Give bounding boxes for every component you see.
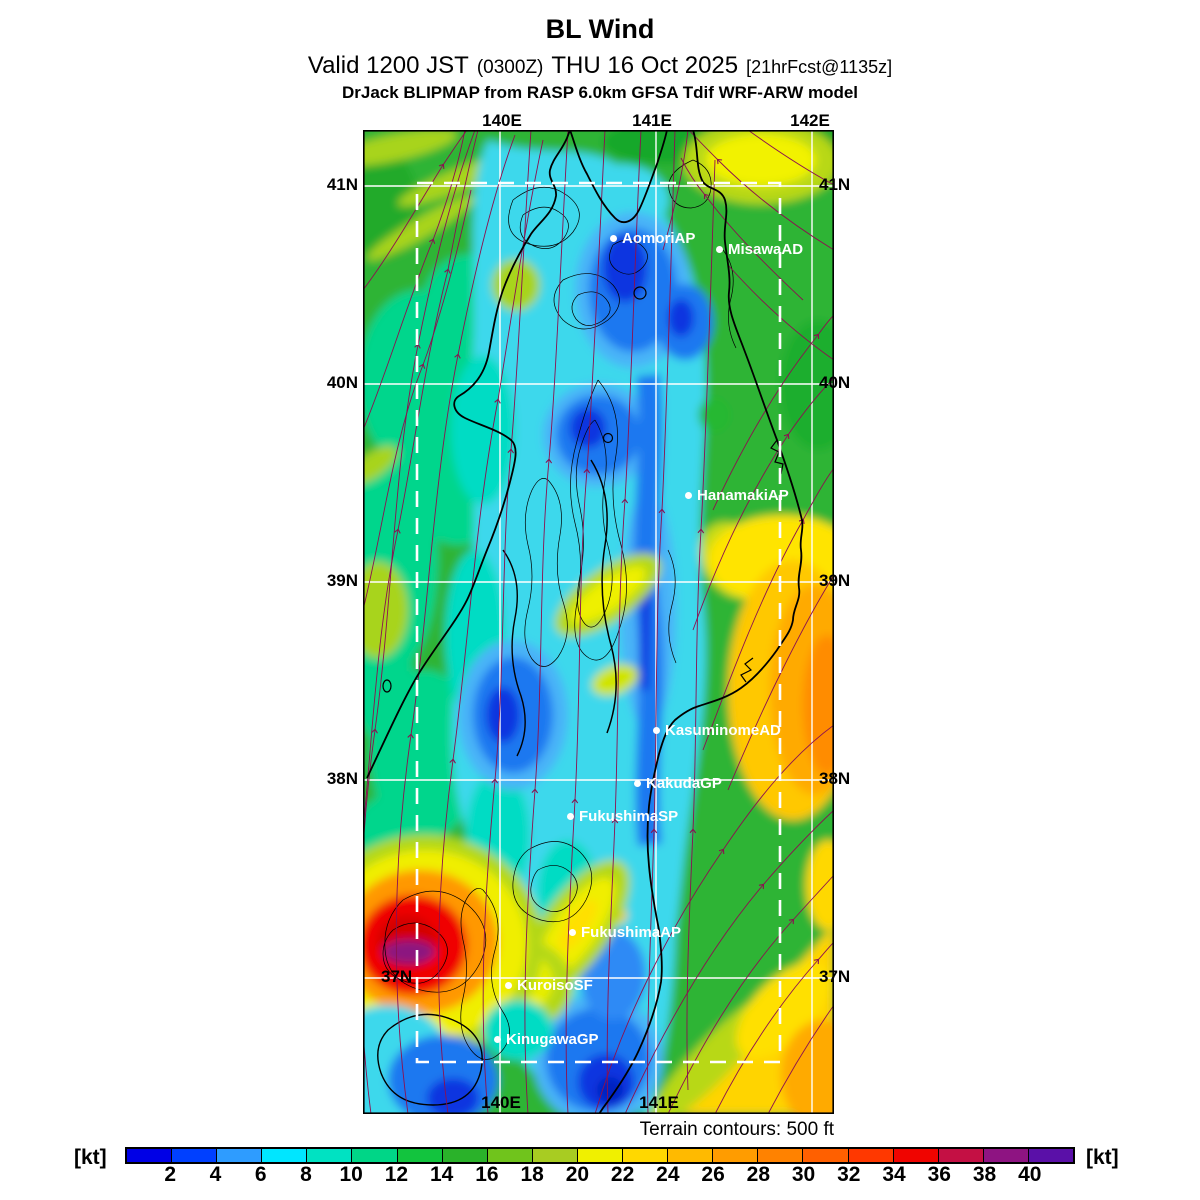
colorbar-tick-label: 22	[610, 1163, 635, 1186]
colorbar-tick-label: 26	[701, 1163, 725, 1186]
wind-map-plot	[363, 130, 834, 1114]
colorbar-tick-label: 4	[209, 1163, 222, 1186]
colorbar-unit-left: [kt]	[74, 1146, 107, 1169]
wind-streamlines	[363, 130, 834, 1114]
colorbar-tick-label: 8	[300, 1163, 312, 1186]
lon-label-top-142e: 142E	[790, 111, 830, 130]
colorbar-segments	[125, 1147, 1075, 1164]
colorbar-segment	[668, 1149, 714, 1162]
colorbar-segment	[848, 1149, 894, 1162]
colorbar-segment	[397, 1149, 443, 1162]
colorbar-segment	[758, 1149, 804, 1162]
station-dot	[567, 813, 574, 820]
colorbar-segment	[262, 1149, 308, 1162]
colorbar-segment	[713, 1149, 759, 1162]
lon-label-top-140e: 140E	[482, 111, 522, 130]
colorbar-tick-label: 6	[254, 1163, 267, 1186]
colorbar-tick-label: 14	[429, 1163, 454, 1186]
colorbar-tick-label: 20	[565, 1163, 590, 1186]
station-label-hanamakiap: HanamakiAP	[685, 487, 789, 504]
valid-zulu: (0300Z)	[476, 57, 544, 78]
colorbar-tick-label: 16	[475, 1163, 499, 1186]
colorbar-tick-label: 2	[164, 1163, 177, 1186]
station-label-kuroisosf: KuroisoSF	[505, 977, 593, 994]
colorbar-segment	[803, 1149, 849, 1162]
colorbar-tick-label: 24	[656, 1163, 680, 1186]
colorbar-segment	[487, 1149, 533, 1162]
lat-label-left-39n: 39N	[326, 571, 358, 590]
colorbar-segment	[893, 1149, 939, 1162]
valid-prefix: Valid 1200 JST	[307, 52, 469, 79]
station-dot	[569, 929, 576, 936]
colorbar-segment	[442, 1149, 488, 1162]
valid-date: THU 16 Oct 2025	[551, 52, 739, 79]
colorbar-segment	[623, 1149, 669, 1162]
lat-label-left-37n: 37N	[381, 967, 413, 986]
lat-label-right-39n: 39N	[819, 571, 851, 590]
valid-fcst: [21hrFcst@1135z]	[746, 57, 893, 77]
lat-label-right-40n: 40N	[819, 373, 851, 392]
station-label-kasuminomead: KasuminomeAD	[653, 722, 781, 739]
colorbar-segment	[577, 1149, 624, 1162]
station-dot	[494, 1036, 501, 1043]
colorbar-segment	[938, 1149, 984, 1162]
colorbar-tick-label: 10	[339, 1163, 363, 1186]
lat-label-left-40n: 40N	[326, 373, 358, 392]
colorbar-tick-label: 12	[384, 1163, 409, 1186]
station-dot	[634, 780, 641, 787]
colorbar-segment	[217, 1149, 263, 1162]
station-label-kakudagp: KakudaGP	[634, 775, 722, 792]
colorbar-tick-label: 36	[927, 1163, 951, 1186]
colorbar-tick-label: 32	[837, 1163, 861, 1186]
station-label-aomoriap: AomoriAP	[610, 230, 695, 247]
colorbar-segment	[127, 1149, 173, 1162]
wind-speed-field	[363, 130, 834, 1114]
colorbar-unit-right: [kt]	[1086, 1146, 1119, 1169]
colorbar-tick-label: 28	[746, 1163, 771, 1186]
page-title: BL Wind	[545, 14, 655, 44]
lat-label-right-41n: 41N	[819, 175, 851, 194]
colorbar-tick-label: 18	[520, 1163, 544, 1186]
lon-label-top-141e: 141E	[632, 111, 672, 130]
colorbar-tick-label: 40	[1018, 1163, 1042, 1186]
station-label-fukushimaap: FukushimaAP	[569, 924, 681, 941]
lat-label-right-38n: 38N	[819, 769, 851, 788]
station-label-misawaad: MisawaAD	[716, 241, 803, 258]
terrain-contours-note: Terrain contours: 500 ft	[639, 1119, 834, 1140]
station-dot	[505, 982, 512, 989]
map-frame	[363, 130, 834, 1114]
station-dot	[716, 246, 723, 253]
colorbar-tick-label: 30	[791, 1163, 816, 1186]
coastline	[366, 130, 804, 1114]
model-line: DrJack BLIPMAP from RASP 6.0km GFSA Tdif…	[341, 83, 859, 102]
station-dot	[610, 235, 617, 242]
station-label-kinugawagp: KinugawaGP	[494, 1031, 599, 1048]
colorbar-tick-label: 34	[882, 1163, 906, 1186]
colorbar-segment	[172, 1149, 218, 1162]
colorbar-segment	[307, 1149, 353, 1162]
station-label-fukushimasp: FukushimaSP	[567, 808, 678, 825]
colorbar-segment	[352, 1149, 398, 1162]
lat-label-left-41n: 41N	[326, 175, 358, 194]
colorbar-segment	[1028, 1149, 1073, 1162]
lat-label-left-38n: 38N	[326, 769, 358, 788]
valid-time-line: Valid 1200 JST (0300Z) THU 16 Oct 2025 [21h…	[0, 52, 1200, 80]
station-dot	[685, 492, 692, 499]
colorbar-segment	[983, 1149, 1029, 1162]
colorbar-segment	[532, 1149, 578, 1162]
lat-label-right-37n: 37N	[819, 967, 851, 986]
colorbar-ticks: 2 4 6 8 10 12 14 16 18 20 22 24 26 28 30 32 34 36 38 40	[125, 1163, 1075, 1189]
lon-label-bottom-141e: 141E	[639, 1093, 679, 1112]
colorbar-tick-label: 38	[972, 1163, 997, 1186]
station-dot	[653, 727, 660, 734]
lon-label-bottom-140e: 140E	[481, 1093, 521, 1112]
